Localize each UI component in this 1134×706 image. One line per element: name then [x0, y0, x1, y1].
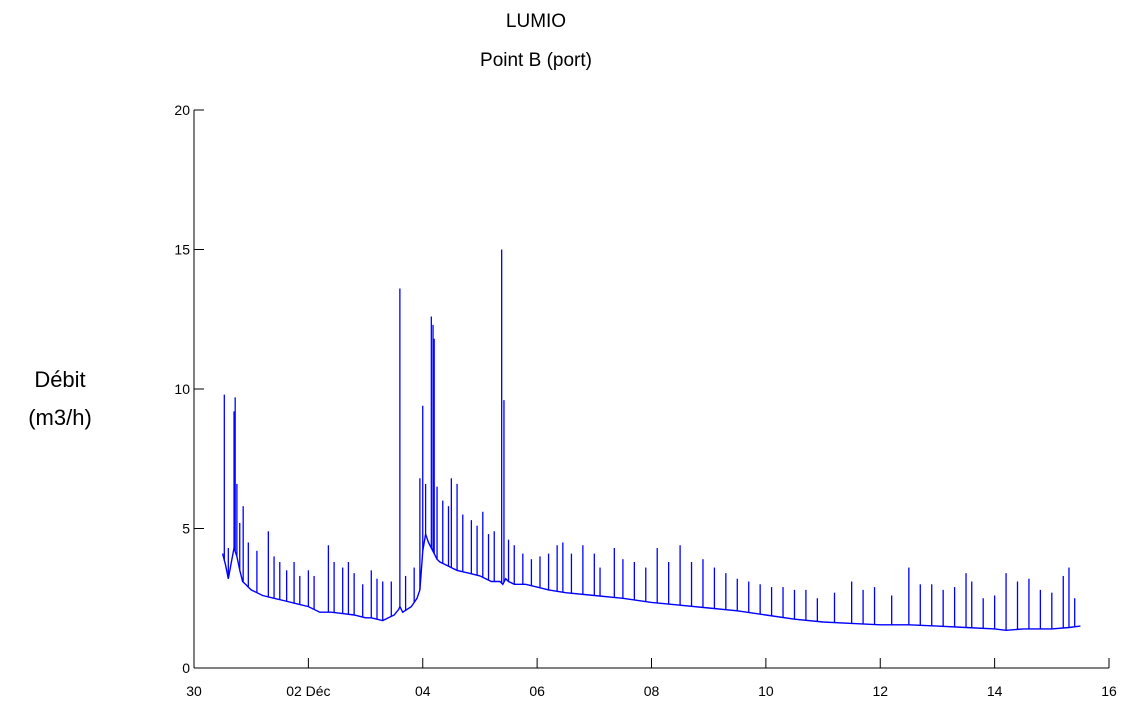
x-tick-label: 10 — [758, 683, 774, 699]
series-line — [221, 533, 1081, 632]
x-tick-label: 14 — [987, 683, 1003, 699]
x-tick-label: 12 — [872, 683, 888, 699]
x-tick-label: 06 — [529, 683, 545, 699]
plot-area — [221, 249, 1081, 632]
y-tick-label: 20 — [174, 102, 190, 118]
x-tick-label: 02 Déc — [286, 683, 330, 699]
y-axis-label-line2: (m3/h) — [28, 405, 92, 430]
y-axis-label-line1: Débit — [34, 367, 85, 392]
x-tick-label: 16 — [1101, 683, 1117, 699]
y-tick-label: 5 — [182, 521, 190, 537]
x-tick-label: 30 — [186, 683, 202, 699]
chart-title: LUMIO — [506, 11, 566, 32]
y-tick-label: 10 — [174, 381, 190, 397]
chart-subtitle: Point B (port) — [480, 50, 592, 71]
axes: 0 5 10 15 20 30 02 Déc 04 06 08 10 12 14 16 — [174, 102, 1117, 699]
x-tick-label: 04 — [415, 683, 431, 699]
x-tick-label: 08 — [644, 683, 660, 699]
y-tick-label: 0 — [182, 660, 190, 676]
y-tick-label: 15 — [174, 242, 190, 258]
